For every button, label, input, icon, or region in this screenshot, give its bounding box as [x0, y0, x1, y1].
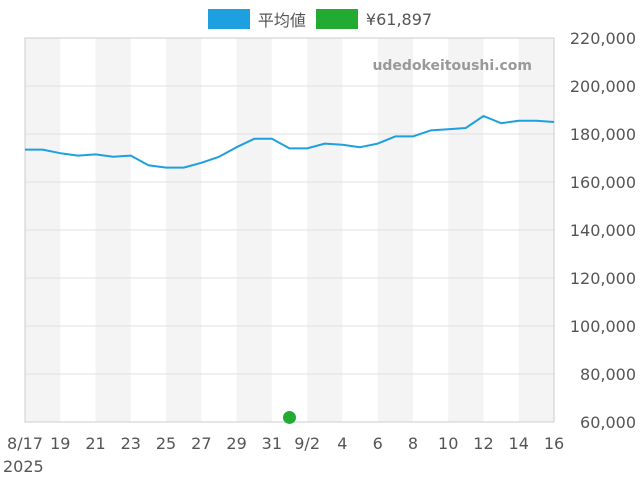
y-tick-label: 120,000 — [570, 269, 636, 288]
y-tick-label: 80,000 — [580, 365, 636, 384]
y-tick-label: 100,000 — [570, 317, 636, 336]
x-tick-label: 16 — [544, 434, 564, 453]
x-tick-label: 29 — [226, 434, 246, 453]
series-price — [283, 410, 296, 424]
x-tick-label: 25 — [156, 434, 176, 453]
x-tick-year-label: 2025 — [3, 457, 44, 476]
legend-item-price[interactable]: ¥61,897 — [315, 9, 433, 29]
x-tick-label: 12 — [473, 434, 493, 453]
data-point-price — [283, 410, 296, 424]
series-line-average — [25, 115, 555, 169]
x-tick-label: 10 — [438, 434, 458, 453]
legend-item-average[interactable]: 平均値 — [207, 7, 306, 31]
legend-swatch-average — [207, 9, 250, 29]
y-tick-label: 60,000 — [580, 413, 636, 432]
y-tick-label: 160,000 — [570, 173, 636, 192]
x-axis-ticks: 8/17 2025 19 21 23 25 27 29 31 9/2 4 6 8 10 12 14 16 — [3, 434, 564, 476]
x-tick-label: 14 — [509, 434, 529, 453]
y-tick-label: 220,000 — [570, 29, 636, 48]
series-average — [25, 115, 555, 169]
y-tick-label: 200,000 — [570, 77, 636, 96]
x-tick-label: 4 — [337, 434, 347, 453]
legend: 平均値 ¥61,897 — [0, 7, 640, 31]
legend-label-price: ¥61,897 — [365, 9, 433, 29]
legend-label-average: 平均値 — [257, 11, 306, 30]
y-axis-ticks: 220,000 200,000 180,000 160,000 140,000 120,0… — [570, 29, 636, 432]
x-tick-label: 27 — [191, 434, 211, 453]
x-tick-label: 8 — [408, 434, 418, 453]
x-tick-label: 9/2 — [294, 434, 320, 453]
x-tick-label: 8/17 — [7, 434, 43, 453]
y-tick-label: 180,000 — [570, 125, 636, 144]
x-tick-label: 23 — [121, 434, 141, 453]
x-tick-label: 19 — [50, 434, 70, 453]
y-tick-label: 140,000 — [570, 221, 636, 240]
x-tick-label: 21 — [85, 434, 105, 453]
watermark: udedokeitoushi.com — [372, 58, 532, 74]
x-tick-label: 31 — [262, 434, 282, 453]
legend-swatch-price — [315, 9, 358, 29]
x-tick-label: 6 — [373, 434, 383, 453]
